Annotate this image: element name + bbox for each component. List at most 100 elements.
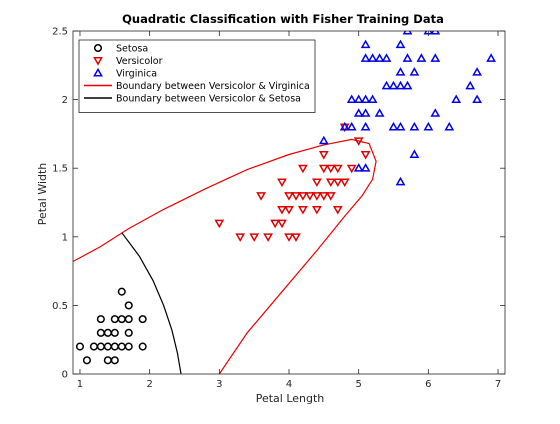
setosa-point (138, 342, 147, 351)
versicolor-point (235, 233, 246, 242)
versicolor-point (214, 219, 225, 229)
setosa-point (110, 356, 119, 365)
virginica-point (374, 53, 385, 62)
setosa-point (110, 328, 119, 337)
versicolor-point (291, 192, 301, 201)
x-tick-label: 1 (77, 379, 83, 390)
virginica-point (353, 163, 364, 172)
virginica-point (360, 163, 371, 172)
legend-entry: Setosa (93, 44, 148, 55)
virginica-point (367, 94, 378, 104)
versicolor-point (256, 192, 266, 201)
versicolor-point (325, 192, 336, 201)
legend-virginica-marker (93, 67, 103, 77)
x-tick-label: 6 (425, 379, 431, 390)
versicolor-point (284, 205, 294, 215)
virginica-point (486, 53, 496, 62)
virginica-point (409, 121, 420, 131)
virginica-point (360, 39, 371, 49)
setosa-point (82, 356, 91, 365)
versicolor-point (284, 192, 294, 201)
legend-label: Virginica (116, 69, 157, 80)
legend-entry: Boundary between Versicolor & Virginica (84, 81, 310, 92)
virginica-point (430, 108, 441, 117)
setosa-point (117, 287, 126, 296)
versicolor-point (325, 164, 336, 174)
legend-label: Versicolor (116, 56, 163, 67)
setosa-point (124, 301, 133, 310)
virginica-point (395, 121, 406, 131)
virginica-point (318, 135, 329, 145)
virginica-point (381, 80, 392, 90)
virginica-point (402, 80, 413, 90)
virginica-point (444, 121, 455, 131)
versicolor-point (298, 205, 308, 215)
versicolor-point (312, 178, 322, 188)
virginica-point (367, 53, 378, 62)
y-tick-label: 1 (62, 232, 68, 243)
versicolor-point (360, 151, 371, 160)
versicolor-point (318, 164, 329, 174)
versicolor-point (346, 164, 357, 174)
y-tick-label: 0 (62, 370, 68, 381)
legend-entry: Boundary between Versicolor & Setosa (84, 94, 301, 105)
x-tick-label: 4 (286, 379, 292, 390)
virginica-point (472, 67, 482, 76)
legend-label: Boundary between Versicolor & Virginica (116, 81, 310, 92)
virginica-point (430, 53, 441, 62)
virginica-point (395, 39, 406, 49)
versicolor-point (318, 151, 329, 160)
versicolor-point (298, 192, 308, 201)
versicolor-point (277, 219, 287, 229)
y-tick-label: 2 (62, 95, 68, 106)
virginica-point (451, 94, 462, 104)
virginica-point (353, 108, 364, 117)
virginica-point (353, 94, 364, 104)
x-tick-label: 3 (216, 379, 222, 390)
x-tick-label: 2 (146, 379, 152, 390)
virginica-point (472, 94, 482, 104)
virginica-point (409, 149, 420, 158)
setosa-point (124, 342, 133, 351)
legend-box (78, 39, 316, 113)
virginica-point (381, 53, 392, 62)
virginica-point (395, 176, 406, 186)
virginica-point (416, 53, 427, 62)
versicolor-point (263, 233, 273, 242)
legend-entry: Virginica (93, 67, 157, 80)
series-setosa (75, 287, 147, 365)
virginica-point (423, 121, 434, 131)
y-tick-label: 2.5 (52, 27, 68, 38)
legend-label: Boundary between Versicolor & Setosa (116, 94, 301, 105)
virginica-point (402, 31, 413, 35)
virginica-point (360, 121, 371, 131)
virginica-point (339, 121, 350, 131)
legend-label: Setosa (116, 44, 148, 55)
setosa-point (124, 315, 133, 324)
setosa-point (75, 342, 85, 351)
y-tick-label: 0.5 (52, 301, 68, 312)
versicolor-point (277, 178, 287, 188)
virginica-point (388, 121, 399, 131)
versicolor-point (332, 178, 343, 188)
virginica-point (346, 121, 357, 131)
virginica-point (388, 80, 399, 90)
versicolor-point (298, 164, 308, 174)
versicolor-point (353, 137, 364, 146)
virginica-point (360, 94, 371, 104)
versicolor-point (312, 192, 322, 201)
versicolor-point (339, 178, 350, 188)
x-tick-label: 7 (495, 379, 501, 390)
versicolor-point (312, 205, 322, 215)
setosa-point (96, 315, 105, 324)
versicolor-point (291, 233, 301, 242)
legend-versicolor-marker (93, 57, 103, 66)
chart-title: Quadratic Classification with Fisher Tra… (122, 12, 444, 26)
plot-contents (73, 31, 496, 374)
virginica-point (374, 108, 385, 117)
y-tick-label: 1.5 (52, 164, 68, 175)
virginica-point (465, 80, 476, 90)
